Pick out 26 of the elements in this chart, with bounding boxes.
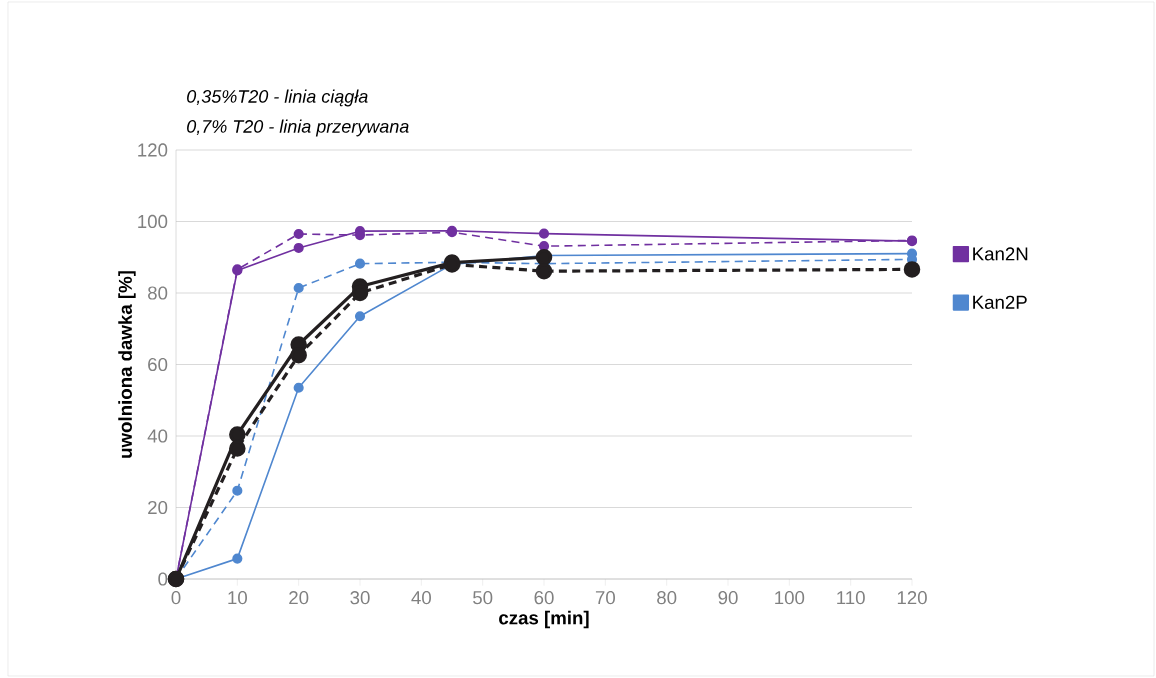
x-tick-label: 0	[171, 591, 181, 605]
y-tick-label: 120	[138, 143, 168, 157]
y-axis-title: uwolniona dawka [%]	[118, 271, 136, 458]
x-tick-label: 120	[897, 591, 927, 605]
text: 0,35%T20 - linia ciągła	[187, 89, 368, 107]
y-tick-label: 40	[147, 429, 168, 443]
x-tick-label: 90	[718, 591, 738, 605]
x-tick-label: 100	[775, 591, 805, 605]
legend-label: Kan2P	[973, 295, 1027, 309]
y-tick-label: 60	[148, 357, 168, 372]
x-tick-label: 30	[350, 591, 370, 605]
x-tick-label: 110	[837, 591, 865, 605]
x-tick-label: 80	[657, 591, 677, 605]
y-tick-label: 20	[148, 500, 168, 515]
legend-label: Kan2N	[973, 247, 1028, 261]
text: 0,7% T20 - linia przerywana	[187, 119, 409, 137]
x-tick-label: 60	[534, 591, 554, 605]
x-tick-label: 10	[228, 591, 247, 605]
y-tick-label: 0	[158, 572, 168, 586]
x-tick-label: 20	[289, 591, 309, 605]
y-tick-label: 80	[148, 286, 168, 300]
x-tick-label: 70	[595, 591, 615, 605]
x-axis-title: czas [min]	[499, 610, 589, 629]
x-tick-label: 50	[473, 591, 493, 605]
x-tick-label: 40	[411, 591, 431, 605]
y-tick-label: 100	[138, 214, 168, 229]
